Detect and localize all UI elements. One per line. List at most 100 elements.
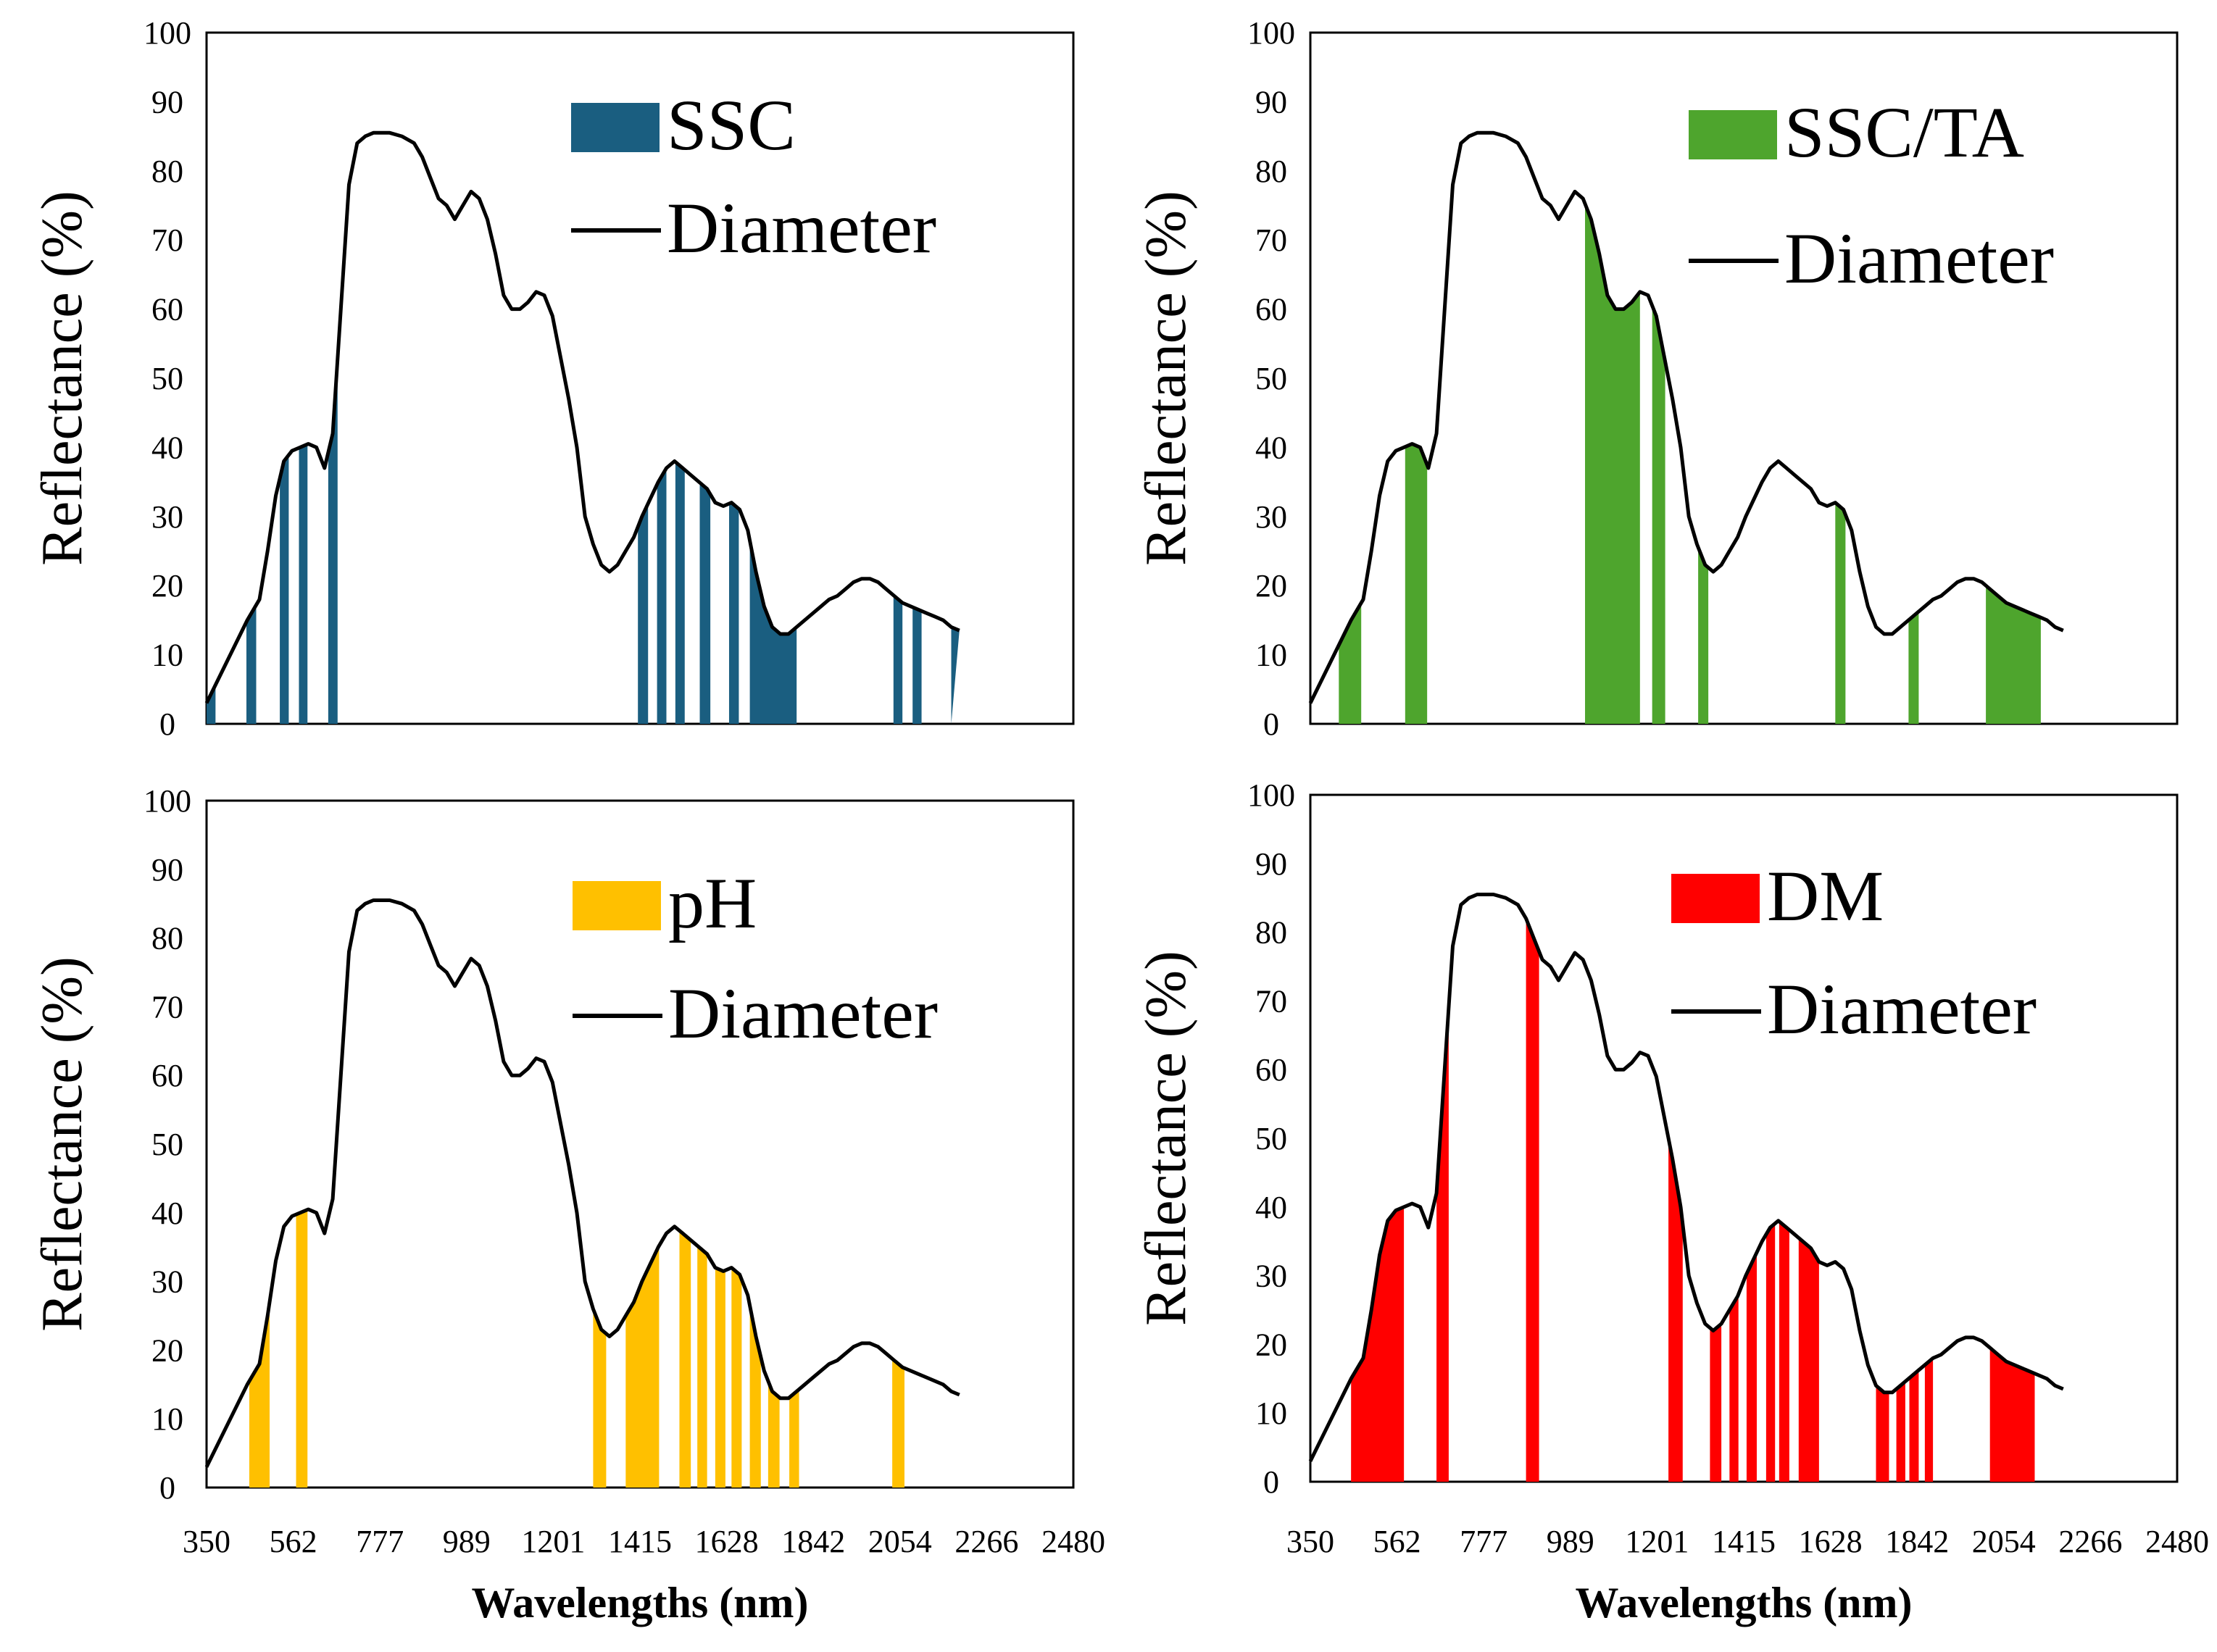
y-axis-title: Reflectance (%) (1134, 191, 1198, 565)
y-tick-label: 10 (151, 1401, 183, 1437)
y-tick-label: 40 (1255, 1190, 1287, 1225)
selected-band-7 (1986, 585, 2041, 724)
selected-wavelength-bars (1339, 204, 2041, 725)
legend-swatch-bars (573, 881, 661, 930)
y-tick-label: 100 (143, 783, 191, 819)
selected-band-0 (1339, 603, 1362, 724)
x-tick-label: 350 (1286, 1524, 1334, 1559)
selected-band-12 (1909, 1370, 1919, 1482)
selected-band-1 (246, 604, 257, 724)
selected-band-6 (1746, 1252, 1757, 1482)
diameter-line (204, 898, 960, 1468)
legend-label-bars: pH (668, 863, 757, 943)
x-tick-label: 1201 (1625, 1524, 1689, 1559)
y-axis-ticks: 0 10 20 30 40 50 60 70 80 90 100 (143, 783, 191, 1506)
selected-band-8 (699, 483, 711, 724)
selected-band-4 (1710, 1324, 1722, 1482)
x-tick-label: 1415 (1712, 1524, 1776, 1559)
selected-band-14 (1989, 1348, 2035, 1482)
x-tick-label: 2480 (2145, 1524, 2209, 1559)
selected-band-11 (892, 1359, 904, 1488)
y-tick-label: 60 (1255, 292, 1287, 328)
selected-band-9 (1798, 1238, 1819, 1482)
chart-panel-ph: 0 10 20 30 40 50 60 70 80 90 100 350 562 777 989 1201 1… (30, 783, 1105, 1627)
selected-band-4 (679, 1230, 691, 1488)
y-tick-label: 20 (1255, 568, 1287, 604)
x-tick-label: 777 (356, 1524, 404, 1559)
legend: DM Diameter (1671, 856, 2037, 1049)
x-tick-label: 989 (443, 1524, 491, 1559)
x-tick-label: 562 (1373, 1524, 1421, 1559)
y-tick-label: 0 (1263, 706, 1279, 742)
selected-band-1 (1436, 1007, 1449, 1482)
y-tick-label: 100 (1247, 15, 1295, 51)
y-tick-label: 50 (1255, 361, 1287, 396)
x-axis-ticks: 350 562 777 989 1201 1415 1628 1842 2054 2266 2480 (1286, 1524, 2209, 1559)
selected-band-6 (657, 468, 667, 724)
selected-band-10 (749, 541, 797, 724)
legend-label-line: Diameter (667, 188, 936, 268)
selected-band-10 (1876, 1385, 1889, 1482)
legend: SSC/TA Diameter (1689, 92, 2054, 299)
x-tick-label: 777 (1460, 1524, 1507, 1559)
diameter-line (204, 130, 960, 704)
selected-band-7 (675, 462, 685, 724)
legend-swatch-bars (571, 103, 660, 152)
diameter-line (1308, 130, 2064, 704)
y-tick-label: 50 (151, 361, 183, 396)
y-tick-label: 0 (159, 706, 175, 742)
y-tick-label: 90 (151, 852, 183, 888)
chart-panel-ssc-ta: 0 10 20 30 40 50 60 70 80 90 100 Reflectance (%) S… (1134, 15, 2179, 742)
y-tick-label: 70 (151, 989, 183, 1025)
selected-band-9 (728, 502, 739, 724)
legend-label-bars: SSC (667, 85, 796, 165)
y-tick-label: 60 (151, 1058, 183, 1093)
y-tick-label: 70 (1255, 222, 1287, 258)
x-tick-label: 1201 (521, 1524, 585, 1559)
x-tick-label: 2480 (1041, 1524, 1105, 1559)
selected-band-11 (1896, 1381, 1905, 1482)
y-tick-label: 30 (1255, 499, 1287, 535)
x-tick-label: 989 (1547, 1524, 1594, 1559)
y-tick-label: 60 (151, 292, 183, 328)
selected-band-3 (1652, 305, 1665, 724)
selected-band-8 (1779, 1221, 1789, 1482)
selected-band-1 (296, 1209, 308, 1488)
y-tick-label: 20 (1255, 1327, 1287, 1362)
y-tick-label: 40 (151, 430, 183, 465)
selected-band-3 (1668, 1138, 1683, 1482)
x-tick-label: 350 (183, 1524, 230, 1559)
y-tick-label: 50 (151, 1127, 183, 1162)
y-axis-title: Reflectance (%) (30, 956, 94, 1331)
legend-label-line: Diameter (1767, 969, 2037, 1049)
diameter-line (1308, 893, 2064, 1462)
y-tick-label: 30 (1255, 1259, 1287, 1294)
selected-band-5 (1729, 1294, 1739, 1482)
selected-band-2 (1526, 918, 1539, 1482)
y-tick-label: 20 (151, 1332, 183, 1368)
selected-band-5 (697, 1246, 707, 1488)
y-tick-label: 0 (1263, 1464, 1279, 1500)
selected-band-10 (789, 1389, 799, 1488)
x-tick-label: 2054 (1972, 1524, 2036, 1559)
chart-panel-ssc: 0 10 20 30 40 50 60 70 80 90 100 Reflectance (%) S… (30, 15, 1075, 742)
selected-band-3 (625, 1246, 660, 1488)
selected-wavelength-bars (1351, 918, 2035, 1482)
x-axis-ticks: 350 562 777 989 1201 1415 1628 1842 2054 2266 2480 (183, 1524, 1105, 1559)
selected-band-6 (715, 1267, 725, 1488)
legend-label-bars: SSC/TA (1784, 92, 2024, 172)
y-axis-ticks: 0 10 20 30 40 50 60 70 80 90 100 (143, 15, 191, 742)
selected-band-0 (1351, 1206, 1405, 1482)
selected-band-13 (951, 627, 960, 724)
selected-band-5 (638, 503, 649, 724)
x-tick-label: 1842 (1885, 1524, 1949, 1559)
x-tick-label: 1628 (695, 1524, 759, 1559)
y-tick-label: 30 (151, 1264, 183, 1300)
selected-band-3 (299, 444, 308, 724)
selected-band-9 (768, 1381, 780, 1488)
y-axis-ticks: 0 10 20 30 40 50 60 70 80 90 100 (1247, 15, 1295, 742)
y-tick-label: 100 (143, 15, 191, 51)
y-tick-label: 10 (151, 638, 183, 673)
y-tick-label: 70 (1255, 983, 1287, 1019)
